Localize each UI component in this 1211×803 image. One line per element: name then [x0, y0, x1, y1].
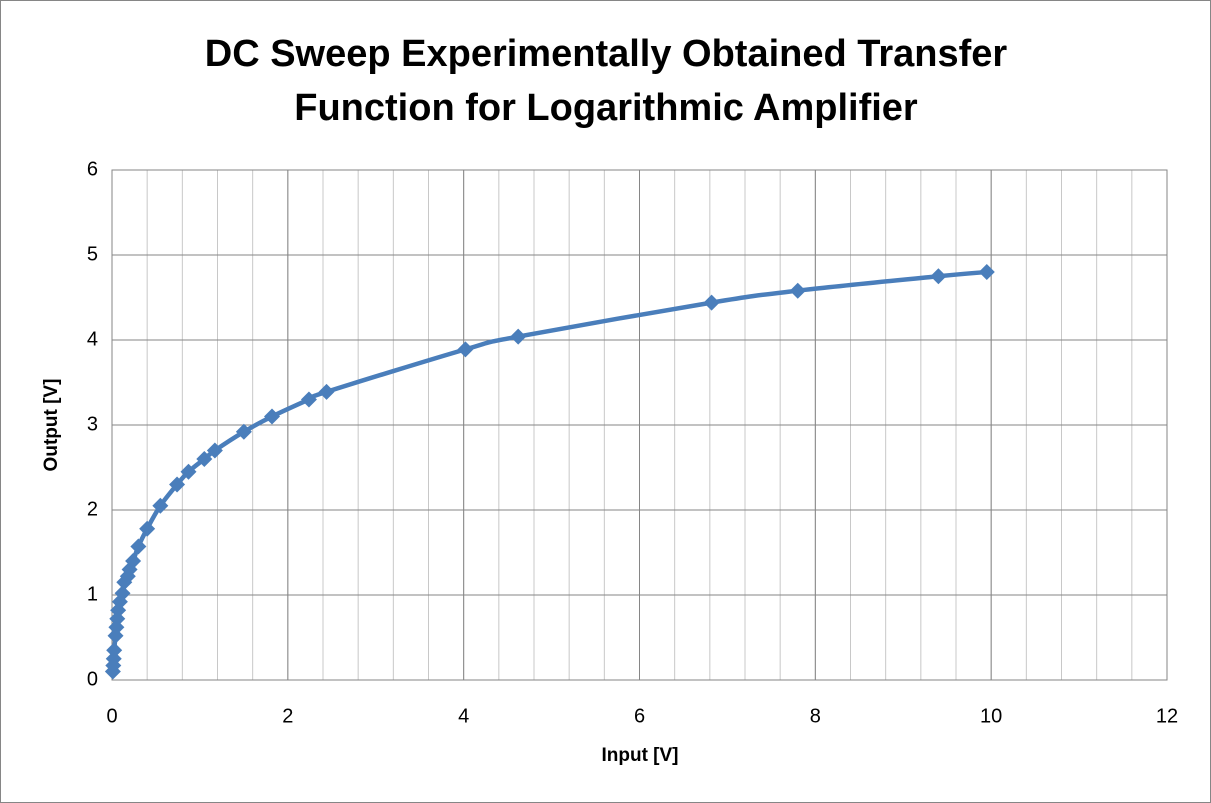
- x-axis-label: Input [V]: [601, 745, 678, 766]
- chart-title-line: DC Sweep Experimentally Obtained Transfe…: [205, 33, 1008, 75]
- marker: [105, 650, 122, 667]
- y-tick-label: 3: [87, 413, 98, 435]
- x-tick-label: 12: [1156, 705, 1178, 727]
- marker: [457, 341, 474, 358]
- y-axis-label: Output [V]: [41, 379, 62, 472]
- marker: [264, 408, 281, 425]
- y-tick-label: 5: [87, 243, 98, 265]
- marker: [318, 383, 335, 400]
- x-tick-label: 8: [810, 705, 821, 727]
- x-tick-label: 10: [980, 705, 1002, 727]
- y-tick-label: 6: [87, 158, 98, 180]
- marker: [510, 328, 527, 345]
- marker: [703, 294, 720, 311]
- x-tick-label: 2: [282, 705, 293, 727]
- y-tick-label: 1: [87, 583, 98, 605]
- x-tick-label: 0: [106, 705, 117, 727]
- marker: [978, 264, 995, 280]
- marker: [930, 268, 947, 285]
- marker: [789, 282, 806, 299]
- x-tick-label: 6: [634, 705, 645, 727]
- marker: [114, 585, 131, 602]
- y-tick-label: 2: [87, 498, 98, 520]
- marker: [152, 497, 169, 514]
- marker: [130, 538, 147, 555]
- plot-border: [111, 169, 1168, 681]
- y-tick-label: 4: [87, 328, 98, 350]
- y-tick-label: 0: [87, 668, 98, 690]
- marker: [196, 451, 213, 467]
- chart-title-line: Function for Logarithmic Amplifier: [294, 87, 918, 129]
- marker: [106, 642, 123, 659]
- marker: [300, 391, 317, 408]
- marker: [180, 463, 197, 480]
- marker: [139, 520, 156, 537]
- marker: [206, 442, 223, 459]
- marker: [125, 553, 142, 569]
- marker: [235, 423, 252, 440]
- marker: [169, 476, 186, 493]
- x-tick-label: 4: [458, 705, 469, 727]
